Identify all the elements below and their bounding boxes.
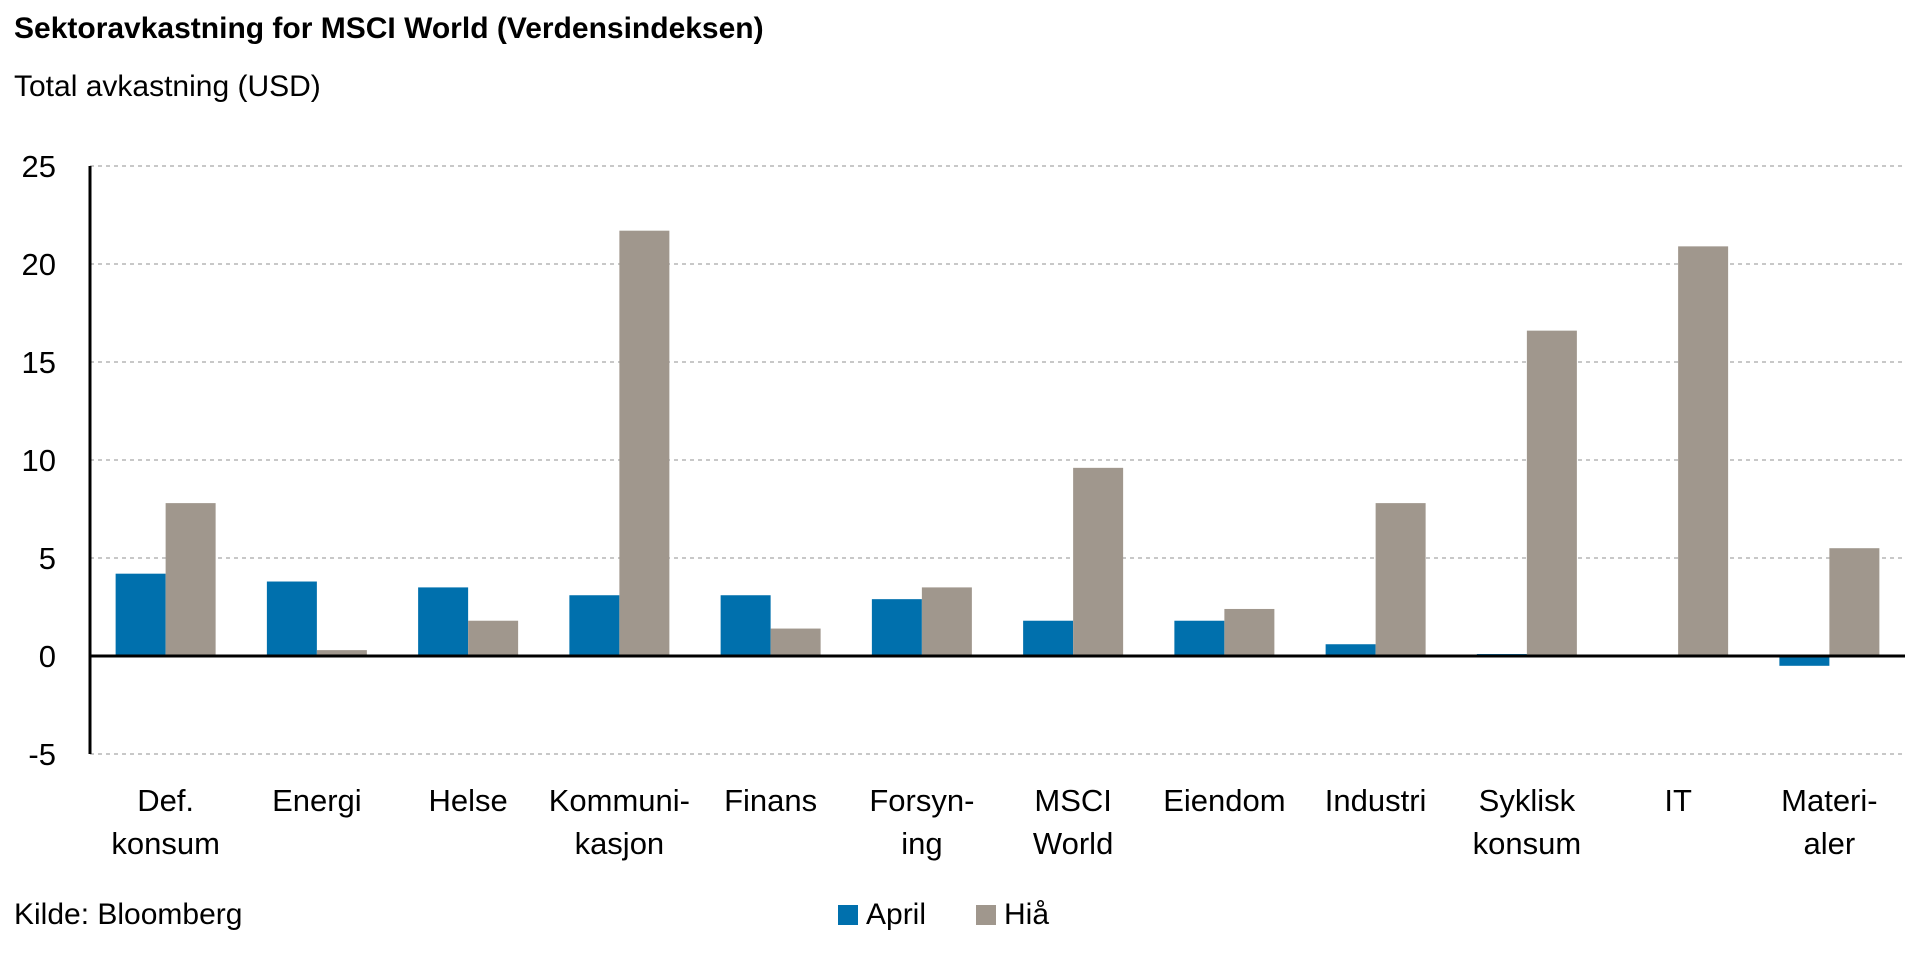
x-tick-label: Def. [137, 783, 194, 818]
x-tick-label: Industri [1325, 783, 1427, 818]
x-tick-label: Finans [724, 783, 817, 818]
x-tick-label: IT [1664, 783, 1692, 818]
y-tick-label: 5 [39, 541, 56, 576]
x-tick-label: aler [1804, 826, 1856, 861]
bar-april [266, 581, 317, 656]
bar-april [1779, 656, 1830, 666]
bar-april [1174, 620, 1225, 656]
x-tick-label: Kommuni- [549, 783, 690, 818]
y-tick-label: 25 [22, 149, 56, 184]
bar-hia [1073, 467, 1124, 656]
y-tick-label: 15 [22, 345, 56, 380]
source-note: Kilde: Bloomberg [14, 898, 243, 931]
bar-april [1325, 644, 1376, 656]
x-tick-label: ing [901, 826, 942, 861]
legend-swatch-april [838, 905, 858, 925]
bar-hia [1526, 330, 1577, 656]
bar-april [115, 573, 166, 656]
bar-hia [316, 650, 367, 656]
x-tick-label: Materi- [1781, 783, 1877, 818]
x-tick-label: Forsyn- [869, 783, 974, 818]
x-tick-label: kasjon [575, 826, 665, 861]
x-tick-label: World [1033, 826, 1113, 861]
x-tick-label: MSCI [1034, 783, 1112, 818]
legend-label-hia: Hiå [1004, 898, 1050, 931]
x-tick-label: konsum [111, 826, 220, 861]
bar-april [569, 595, 620, 656]
bar-hia [1224, 608, 1275, 656]
legend-label-april: April [866, 898, 927, 931]
legend-item-april: April [838, 898, 926, 932]
bar-hia [1678, 246, 1729, 657]
bar-april [720, 595, 771, 656]
bar-april [1023, 620, 1074, 656]
bar-hia [770, 628, 821, 656]
x-tick-label: Helse [428, 783, 507, 818]
bar-hia [165, 503, 216, 656]
x-tick-label: Syklisk [1479, 783, 1576, 818]
x-tick-label: Eiendom [1163, 783, 1285, 818]
y-tick-label: 0 [39, 639, 56, 674]
y-tick-label: 20 [22, 247, 56, 282]
y-tick-label: 10 [22, 443, 56, 478]
x-tick-label: Energi [272, 783, 362, 818]
legend-item-hia: Hiå [976, 898, 1049, 932]
y-tick-label: -5 [28, 737, 56, 772]
bar-april [871, 599, 922, 656]
chart-subtitle: Total avkastning (USD) [14, 70, 321, 103]
bar-hia [619, 230, 670, 656]
chart-title: Sektoravkastning for MSCI World (Verdens… [14, 12, 764, 45]
bar-hia [921, 587, 972, 656]
bar-hia [1375, 503, 1426, 656]
legend: April Hiå [838, 898, 1099, 932]
bar-hia [468, 620, 519, 656]
bar-hia [1829, 548, 1880, 656]
legend-swatch-hia [976, 905, 997, 925]
bar-april [418, 587, 469, 656]
x-tick-label: konsum [1473, 826, 1582, 861]
